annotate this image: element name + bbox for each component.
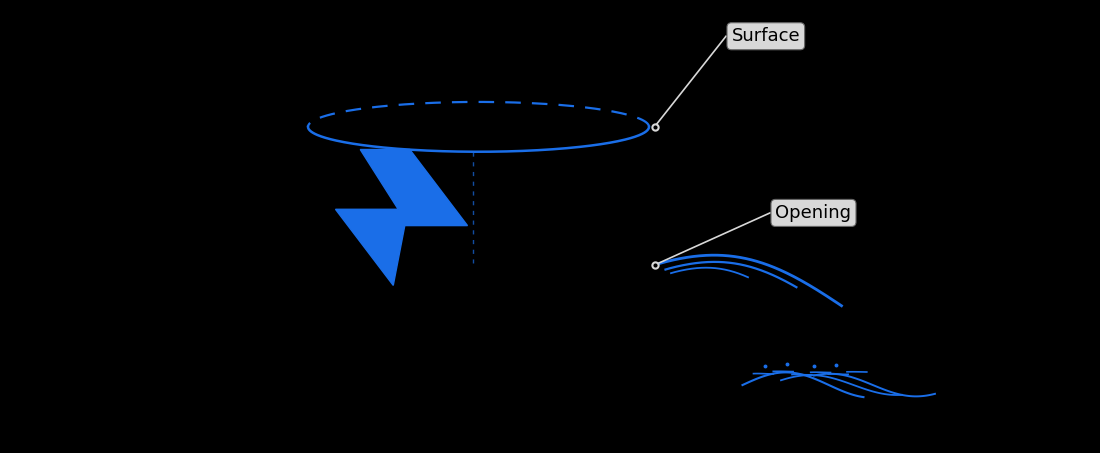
Text: Surface: Surface (732, 27, 800, 45)
Text: Opening: Opening (776, 204, 851, 222)
Polygon shape (336, 149, 468, 285)
